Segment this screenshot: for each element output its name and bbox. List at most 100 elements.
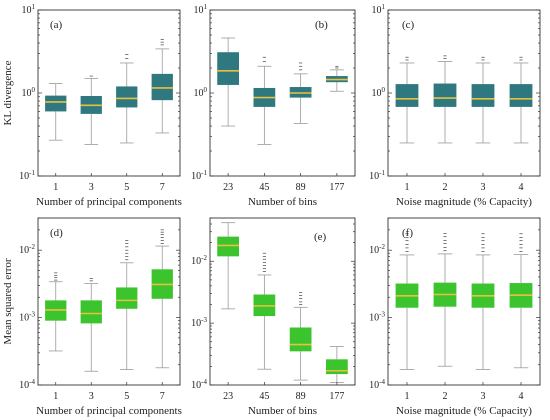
y-tick-label: 10-4 [191, 378, 207, 391]
x-tick-label: 7 [160, 182, 165, 193]
box-1: 1 [395, 56, 419, 193]
box-45: 45 [253, 252, 276, 402]
box-3: 3 [80, 75, 102, 193]
panel-f: 10-4 10-3 10-2 1 2 3 4 (f) Noise magnitude (% Ca… [369, 217, 541, 417]
y-tick-label: 10-1 [369, 169, 385, 182]
panel-a: 10-1 100 101 1 3 5 7 (a) Number of principal com… [2, 3, 182, 208]
panel-label: (a) [50, 19, 63, 31]
plot-frame [209, 9, 356, 177]
box-4: 4 [509, 56, 533, 193]
x-tick-label: 1 [405, 182, 410, 193]
x-axis-label: Number of bins [248, 405, 317, 417]
panel-label: (d) [50, 227, 63, 239]
x-tick-label: 5 [124, 391, 129, 402]
box-45: 45 [253, 56, 276, 193]
x-tick-label: 89 [296, 391, 306, 402]
box-7: 7 [151, 39, 173, 193]
x-tick-label: 23 [223, 182, 233, 193]
box-5: 5 [116, 240, 138, 402]
iqr-box [509, 84, 533, 107]
x-tick-label: 3 [89, 182, 94, 193]
x-tick-label: 45 [259, 391, 269, 402]
iqr-box [217, 52, 239, 85]
x-tick-label: 4 [519, 391, 524, 402]
panel-c: 10-1 100 101 1 2 3 4 (c) Noise magnitude (% Capa… [369, 3, 541, 208]
iqr-box [395, 84, 419, 107]
iqr-box [45, 95, 67, 112]
box-23: 23 [217, 37, 239, 193]
box-177: 177 [326, 65, 348, 193]
x-tick-label: 3 [89, 391, 94, 402]
iqr-box [289, 327, 312, 352]
box-89: 89 [289, 62, 312, 193]
x-tick-label: 3 [481, 391, 486, 402]
y-tick-label: 101 [372, 3, 386, 16]
x-tick-label: 5 [124, 182, 129, 193]
y-tick-label: 100 [372, 86, 386, 99]
y-tick-label: 10-4 [369, 378, 385, 391]
y-tick-label: 100 [194, 86, 208, 99]
panel-label: (e) [314, 231, 327, 243]
x-tick-label: 7 [160, 391, 165, 402]
x-tick-label: 177 [329, 182, 344, 193]
box-2: 2 [433, 55, 457, 193]
x-tick-label: 1 [405, 391, 410, 402]
iqr-box [151, 73, 173, 101]
iqr-box [217, 236, 239, 257]
x-axis-label: Noise magnitude (% Capacity) [396, 196, 532, 208]
y-axis-label: KL divergence [2, 60, 14, 125]
x-tick-label: 3 [481, 182, 486, 193]
y-tick-label: 10-3 [369, 311, 385, 324]
box-4: 4 [509, 233, 533, 402]
panel-label: (b) [315, 19, 328, 31]
x-axis-label: Number of bins [248, 196, 317, 208]
y-tick-label: 10-3 [19, 311, 35, 324]
iqr-box [471, 84, 495, 107]
x-axis-label: Number of principal components [36, 196, 182, 208]
y-tick-label: 10-3 [191, 316, 207, 329]
box-5: 5 [116, 54, 138, 193]
y-tick-label: 10-2 [369, 243, 385, 256]
iqr-box [433, 83, 457, 107]
plot-frame [209, 217, 356, 386]
iqr-box [326, 359, 348, 375]
y-tick-label: 10-1 [191, 169, 207, 182]
box-3: 3 [471, 56, 495, 193]
box-3: 3 [80, 278, 102, 402]
y-tick-label: 10-1 [19, 169, 35, 182]
x-tick-label: 89 [296, 182, 306, 193]
iqr-box [80, 300, 102, 324]
x-tick-label: 4 [519, 182, 524, 193]
box-3: 3 [471, 233, 495, 402]
x-axis-label: Noise magnitude (% Capacity) [396, 405, 532, 417]
y-tick-label: 10-2 [191, 254, 207, 267]
y-tick-label: 101 [22, 3, 36, 16]
y-tick-label: 100 [22, 86, 36, 99]
x-tick-label: 177 [329, 391, 344, 402]
x-tick-label: 2 [443, 391, 448, 402]
x-axis-label: Number of principal components [36, 405, 182, 417]
panel-label: (f) [402, 227, 413, 239]
panel-d: 10-4 10-3 10-2 1 3 5 7 (d) Number of principal c… [2, 217, 182, 417]
box-23: 23 [217, 222, 239, 402]
y-axis-label: Mean squared error [2, 258, 14, 344]
plot-frame [387, 217, 541, 386]
box-89: 89 [289, 292, 312, 402]
x-tick-label: 45 [259, 182, 269, 193]
x-tick-label: 23 [223, 391, 233, 402]
box-1: 1 [45, 83, 67, 193]
y-tick-label: 10-2 [19, 243, 35, 256]
box-7: 7 [151, 229, 173, 402]
plot-frame [37, 217, 181, 386]
box-2: 2 [433, 232, 457, 402]
x-tick-label: 1 [53, 391, 58, 402]
box-1: 1 [395, 233, 419, 402]
panel-b: 10-1 100 101 23 45 89 177 (b) Number of bins [191, 3, 356, 208]
iqr-box [116, 287, 138, 309]
x-tick-label: 1 [53, 182, 58, 193]
iqr-box [116, 86, 138, 108]
panel-e: 10-4 10-3 10-2 23 45 89 177 (e) Number of bins [191, 217, 356, 417]
y-tick-label: 10-4 [19, 378, 35, 391]
box-1: 1 [45, 272, 67, 402]
